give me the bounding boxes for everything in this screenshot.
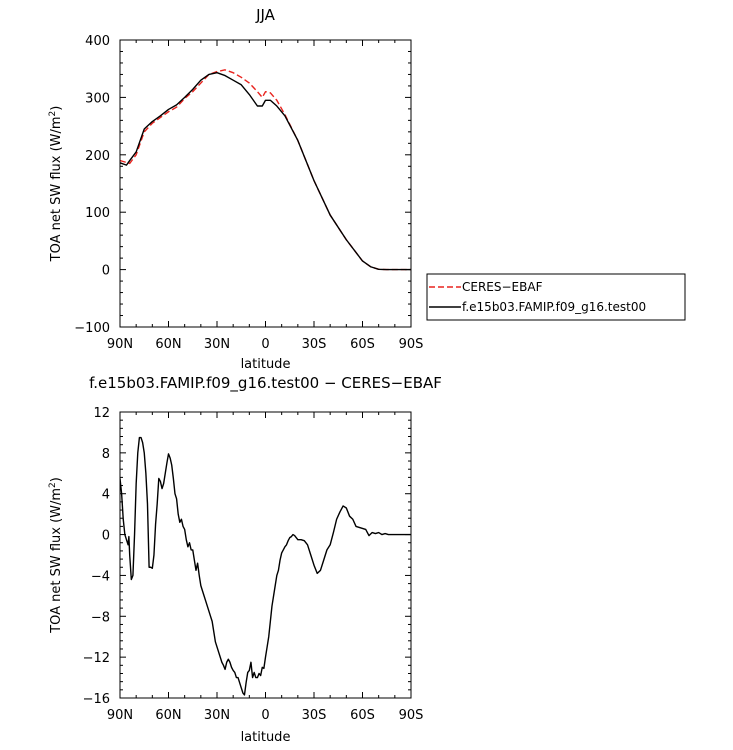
- y-tick-label: −100: [74, 321, 110, 336]
- y-tick-label: −8: [91, 610, 110, 625]
- x-tick-label: 0: [261, 708, 269, 723]
- x-tick-label: 90S: [399, 337, 424, 352]
- x-tick-label: 90S: [399, 708, 424, 723]
- y-tick-label: 300: [85, 91, 110, 106]
- x-axis-label: latitude: [241, 730, 291, 745]
- legend-entry-1: CERES−EBAF: [462, 280, 543, 294]
- y-tick-label: 200: [85, 149, 110, 164]
- y-tick-label: 8: [102, 447, 110, 462]
- series-line-1: [120, 436, 411, 696]
- x-tick-label: 60N: [155, 708, 181, 723]
- y-axis-label: TOA net SW flux (W/m2): [48, 106, 64, 263]
- legend-box: [426, 273, 686, 321]
- chart-panel-1: JJA 90N 60N 30N 0 30S 60S 90S −100 0 100 200 300 400 l…: [48, 6, 686, 372]
- y-axis-label: TOA net SW flux (W/m2): [48, 477, 64, 634]
- x-axis-label: latitude: [241, 357, 291, 372]
- x-tick-label: 60S: [350, 337, 375, 352]
- x-tick-label: 60N: [155, 337, 181, 352]
- plot-frame: [119, 39, 412, 328]
- y-tick-label: −12: [83, 651, 110, 666]
- y-tick-label: −16: [83, 692, 110, 707]
- y-tick-label: 0: [102, 264, 110, 279]
- x-tick-label: 90N: [107, 708, 133, 723]
- x-tick-label: 30S: [302, 708, 327, 723]
- legend: CERES−EBAF f.e15b03.FAMIP.f09_g16.test00: [426, 273, 686, 321]
- x-tick-label: 0: [261, 337, 269, 352]
- y-tick-label: 100: [85, 206, 110, 221]
- legend-entry-2: f.e15b03.FAMIP.f09_g16.test00: [462, 300, 646, 314]
- series-line-2: [120, 72, 411, 271]
- y-tick-label: 4: [102, 488, 110, 503]
- x-tick-label: 90N: [107, 337, 133, 352]
- x-tick-label: 30N: [204, 337, 230, 352]
- y-tick-label: 400: [85, 34, 110, 49]
- chart-title: JJA: [255, 6, 276, 24]
- x-tick-label: 60S: [350, 708, 375, 723]
- x-tick-label: 30S: [302, 337, 327, 352]
- chart-panel-2: f.e15b03.FAMIP.f09_g16.test00 − CERES−EB…: [48, 374, 442, 745]
- chart-title: f.e15b03.FAMIP.f09_g16.test00 − CERES−EB…: [89, 374, 442, 393]
- y-tick-label: 12: [93, 406, 110, 421]
- y-tick-label: −4: [91, 569, 110, 584]
- y-tick-label: 0: [102, 529, 110, 544]
- x-tick-label: 30N: [204, 708, 230, 723]
